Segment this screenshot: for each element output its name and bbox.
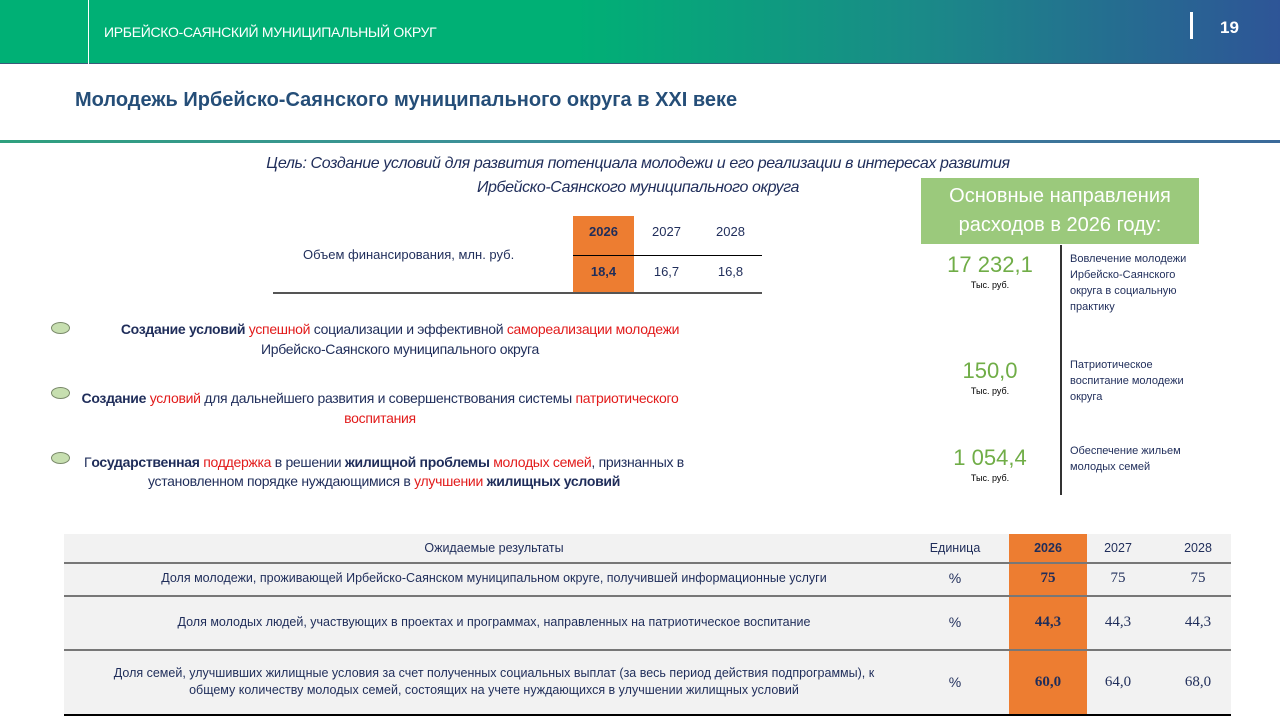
direction-amount: 150,0 Тыс. руб. (930, 358, 1050, 396)
result-value-2027: 64,0 (1104, 673, 1132, 690)
amount-value: 1 054,4 (953, 445, 1027, 470)
result-value-2026: 44,3 (1034, 613, 1062, 630)
funding-value-2027: 16,7 (653, 264, 680, 279)
directions-heading-line-2: расходов в 2026 году: (958, 214, 1162, 236)
row-divider (64, 595, 1231, 597)
funding-value-2026: 18,4 (590, 264, 617, 279)
bullet-text-segment: Г (84, 454, 92, 470)
funding-value-2028: 16,8 (717, 264, 744, 279)
bullet-text-segment: успешной (248, 321, 314, 337)
funding-divider (573, 255, 762, 256)
title-rule (0, 140, 1280, 143)
result-unit: % (948, 570, 962, 586)
page-title: Молодежь Ирбейско-Саянского муниципально… (75, 89, 738, 111)
bullet-text-segment: осударственная (91, 454, 204, 470)
bullet-text-segment: в решении (274, 454, 345, 470)
row-divider (64, 649, 1231, 651)
bullet-item: Государственная поддержка в решении жили… (74, 453, 694, 491)
bullet-text-segment: условий (149, 390, 205, 406)
direction-amount: 17 232,1 Тыс. руб. (930, 252, 1050, 290)
result-label: Доля молодых людей, участвующих в проект… (177, 614, 811, 629)
bullet-text-segment: Создание условий (120, 321, 249, 337)
amount-unit: Тыс. руб. (970, 386, 1010, 396)
result-label: Доля молодежи, проживающей Ирбейско-Саян… (161, 571, 827, 585)
page-number: 19 (1220, 18, 1239, 37)
header-unit: Единица (929, 540, 981, 555)
result-value-2028: 68,0 (1184, 673, 1212, 690)
result-value-2027: 75 (1110, 570, 1126, 586)
header-results: Ожидаемые результаты (424, 540, 564, 555)
bullet-text-segment: жилищной проблемы (344, 454, 494, 470)
directions-heading-line-1: Основные направления (949, 185, 1171, 207)
header-subtitle: ИРБЕЙСКО-САЯНСКИЙ МУНИЦИПАЛЬНЫЙ ОКРУГ (104, 24, 437, 40)
goal-text: Цель: Создание условий для развития поте… (150, 152, 1126, 200)
result-value-2026: 75 (1040, 570, 1056, 586)
direction-amount: 1 054,4 Тыс. руб. (930, 445, 1050, 483)
result-label: Доля семей, улучшивших жилищные условия … (113, 666, 875, 697)
bullet-text-segment: улучшении (414, 473, 487, 489)
direction-description: Обеспечение жильем молодых семей (1070, 445, 1181, 473)
result-unit: % (948, 613, 962, 630)
header-bar: ИРБЕЙСКО-САЯНСКИЙ МУНИЦИПАЛЬНЫЙ ОКРУГ 19 (0, 0, 1280, 64)
funding-highlight (573, 216, 634, 293)
directions-heading: Основные направления расходов в 2026 год… (921, 178, 1199, 244)
amount-unit: Тыс. руб. (970, 280, 1010, 290)
header-divider (88, 0, 89, 64)
bullet-text-segment: для дальнейшего развития и совершенствов… (204, 390, 576, 406)
bullet-text-segment: поддержка (203, 454, 275, 470)
header-2026: 2026 (1034, 540, 1062, 555)
bullet-item: Создание условий успешной социализации и… (100, 319, 700, 359)
amount-value: 17 232,1 (947, 252, 1033, 277)
result-value-2028: 75 (1190, 570, 1206, 586)
header-2028: 2028 (1184, 540, 1212, 555)
row-divider (64, 562, 1231, 564)
goal-line-1: Цель: Создание условий для развития поте… (266, 155, 1010, 172)
bullet-text-segment: социализации и эффективной (313, 321, 507, 337)
direction-description: Вовлечение молодежи Ирбейско-Саянского о… (1070, 253, 1187, 313)
bullet-text-segment: , признанных в установленном порядке нуж… (147, 454, 684, 489)
direction-description: Патриотическое воспитание молодежи округ… (1070, 359, 1184, 403)
bullet-icon (51, 452, 70, 464)
funding-year-2026: 2026 (589, 224, 618, 239)
funding-bottom-rule (273, 292, 762, 294)
goal-line-2: Ирбейско-Саянского муниципального округа (476, 179, 800, 196)
funding-year-2027: 2027 (652, 224, 681, 239)
bullet-text-segment: молодых семей (493, 454, 592, 470)
bullet-item: Создание условий для дальнейшего развити… (80, 388, 680, 428)
header-2027: 2027 (1104, 540, 1132, 555)
bullet-text-segment: Ирбейско-Саянского муниципального округа (260, 341, 540, 357)
result-value-2026: 60,0 (1034, 673, 1062, 690)
result-value-2027: 44,3 (1104, 613, 1132, 630)
amount-value: 150,0 (962, 358, 1018, 383)
bullet-text-segment: самореализации молодежи (506, 321, 680, 337)
amount-unit: Тыс. руб. (970, 473, 1010, 483)
result-unit: % (948, 673, 962, 690)
bullet-text-segment: патриотического воспитания (344, 390, 679, 426)
result-value-2028: 44,3 (1184, 613, 1212, 630)
bullet-icon (51, 322, 70, 334)
funding-year-2028: 2028 (716, 224, 745, 239)
bullet-text-segment: жилищных условий (486, 473, 621, 489)
results-table: Ожидаемые результаты Единица 2026 2027 2… (64, 534, 1231, 716)
page-number-divider (1190, 12, 1193, 39)
bullet-text-segment: Создание (81, 390, 150, 406)
bullet-icon (51, 387, 70, 399)
funding-label: Объем финансирования, млн. руб. (303, 247, 515, 262)
directions-separator (1060, 245, 1062, 495)
row-divider (64, 714, 1231, 716)
results-highlight-column (1009, 534, 1087, 716)
